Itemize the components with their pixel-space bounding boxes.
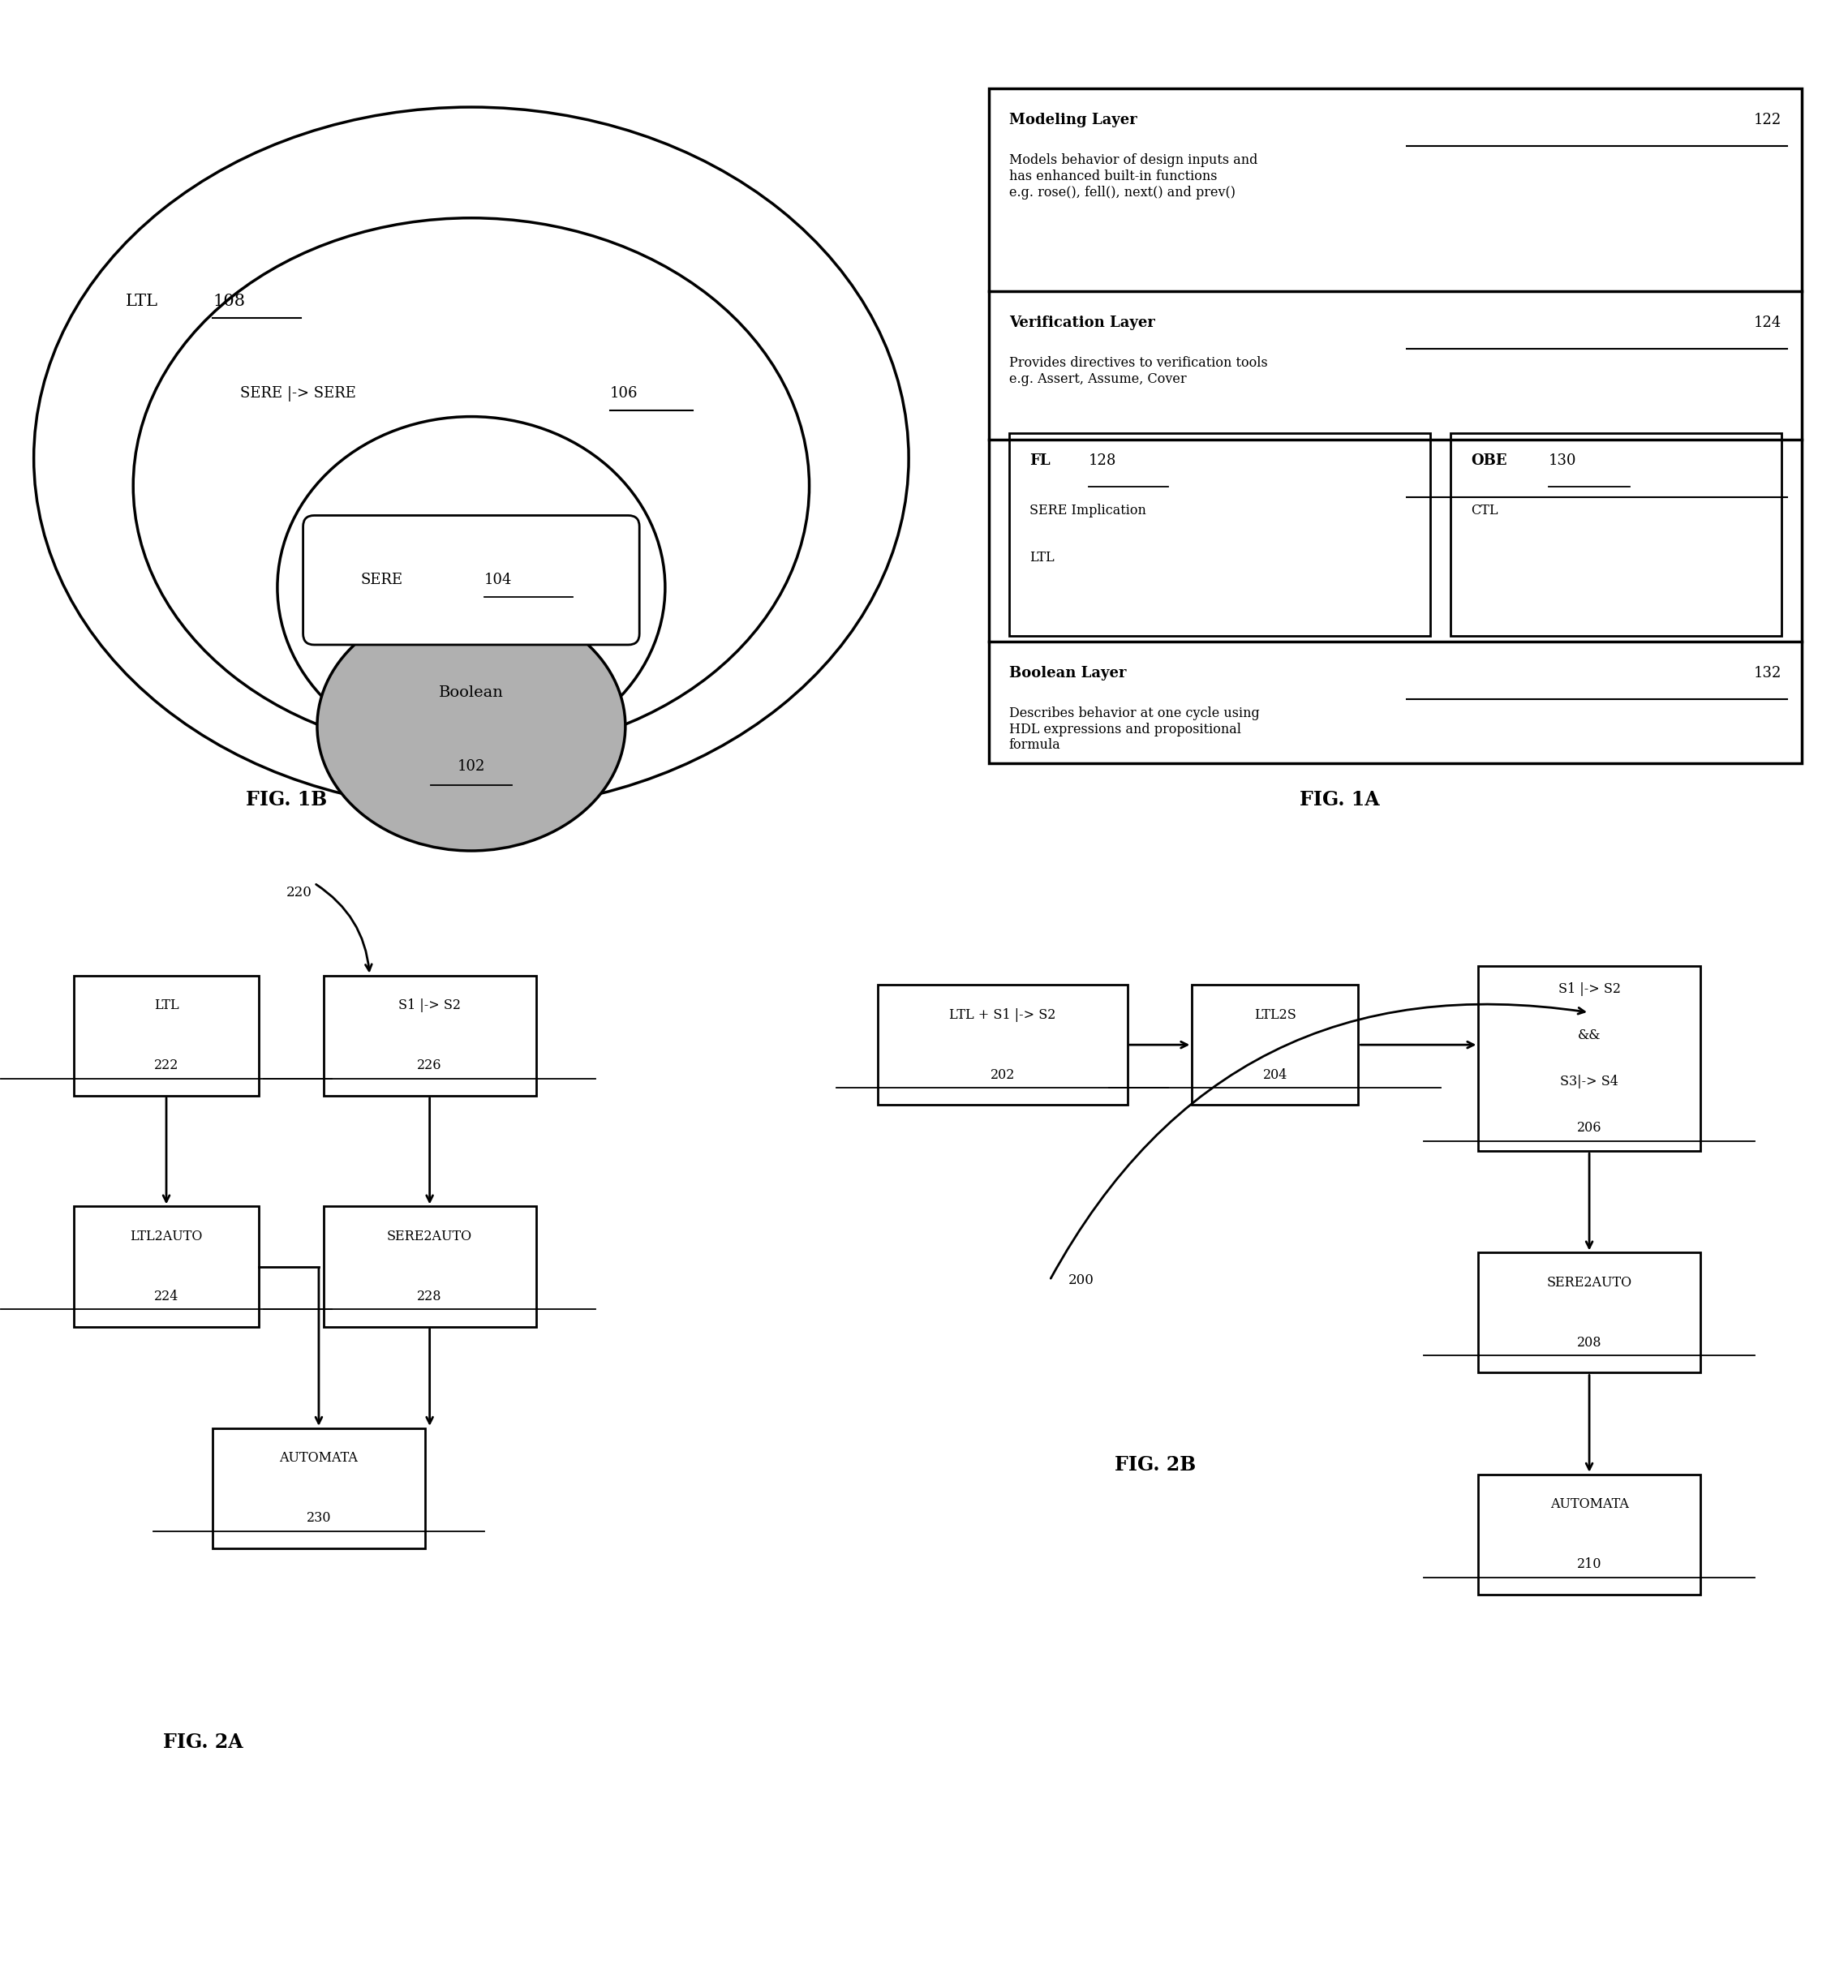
Text: 108: 108 — [213, 294, 246, 308]
Text: 204: 204 — [1262, 1068, 1288, 1081]
Text: SERE Implication: SERE Implication — [1029, 505, 1146, 517]
Text: 102: 102 — [456, 759, 486, 773]
Text: 206: 206 — [1576, 1121, 1602, 1135]
Bar — [213, 1427, 425, 1549]
Text: AUTOMATA: AUTOMATA — [1550, 1497, 1628, 1511]
Text: AUTOMATA: AUTOMATA — [279, 1451, 359, 1465]
Text: 222: 222 — [153, 1060, 179, 1072]
Bar — [989, 89, 1802, 763]
Text: 130: 130 — [1549, 453, 1576, 467]
Text: Provides directives to verification tools
e.g. Assert, Assume, Cover: Provides directives to verification tool… — [1009, 356, 1268, 386]
Text: Temporal Layer: Temporal Layer — [1009, 463, 1137, 479]
Text: 208: 208 — [1576, 1336, 1602, 1350]
Text: S3|-> S4: S3|-> S4 — [1560, 1076, 1619, 1089]
Text: LTL + S1 |-> S2: LTL + S1 |-> S2 — [950, 1008, 1055, 1022]
Text: 106: 106 — [610, 386, 638, 402]
Text: 126: 126 — [1754, 463, 1781, 479]
Bar — [1478, 966, 1700, 1151]
Text: 104: 104 — [484, 573, 512, 586]
Text: 132: 132 — [1754, 666, 1781, 680]
Text: 202: 202 — [991, 1068, 1015, 1081]
Text: 220: 220 — [286, 885, 312, 899]
Text: FIG. 1B: FIG. 1B — [246, 791, 327, 809]
Text: 210: 210 — [1576, 1557, 1602, 1571]
Text: Describes behavior over multiple
cycles: Describes behavior over multiple cycles — [1009, 505, 1229, 535]
Text: FL: FL — [1029, 453, 1050, 467]
Text: OBE: OBE — [1471, 453, 1506, 467]
Text: SERE2AUTO: SERE2AUTO — [386, 1231, 473, 1242]
FancyBboxPatch shape — [303, 515, 639, 644]
Text: 200: 200 — [1068, 1274, 1094, 1288]
Text: SERE: SERE — [360, 573, 403, 586]
Text: &&: && — [1578, 1028, 1600, 1042]
Text: Models behavior of design inputs and
has enhanced built-in functions
e.g. rose(): Models behavior of design inputs and has… — [1009, 153, 1257, 199]
Text: LTL2AUTO: LTL2AUTO — [129, 1231, 203, 1242]
Bar — [878, 984, 1127, 1105]
Ellipse shape — [318, 600, 625, 851]
Text: SERE |-> SERE: SERE |-> SERE — [240, 386, 357, 402]
Bar — [1192, 984, 1358, 1105]
Text: 230: 230 — [307, 1511, 331, 1525]
Text: Verification Layer: Verification Layer — [1009, 316, 1155, 330]
Bar — [74, 976, 259, 1095]
Bar — [1478, 1252, 1700, 1374]
Text: LTL: LTL — [1029, 551, 1053, 565]
Text: 122: 122 — [1754, 113, 1781, 127]
Text: S1 |-> S2: S1 |-> S2 — [399, 998, 460, 1012]
Text: Describes behavior at one cycle using
HDL expressions and propositional
formula: Describes behavior at one cycle using HD… — [1009, 706, 1260, 751]
Bar — [1478, 1475, 1700, 1594]
Bar — [74, 1207, 259, 1326]
Text: 124: 124 — [1754, 316, 1781, 330]
Text: S1 |-> S2: S1 |-> S2 — [1558, 982, 1621, 996]
Text: FIG. 2A: FIG. 2A — [163, 1734, 244, 1751]
Text: Boolean: Boolean — [438, 686, 505, 700]
Text: 224: 224 — [153, 1290, 179, 1304]
Text: 226: 226 — [418, 1060, 442, 1072]
Text: LTL: LTL — [126, 294, 159, 308]
Text: Modeling Layer: Modeling Layer — [1009, 113, 1137, 127]
Text: FIG. 1A: FIG. 1A — [1299, 791, 1380, 809]
Text: 228: 228 — [418, 1290, 442, 1304]
Text: LTL2S: LTL2S — [1255, 1008, 1295, 1022]
Text: SERE2AUTO: SERE2AUTO — [1547, 1276, 1632, 1290]
Text: 128: 128 — [1088, 453, 1116, 467]
Bar — [323, 1207, 536, 1326]
Bar — [1009, 433, 1430, 636]
Text: FIG. 2B: FIG. 2B — [1114, 1455, 1196, 1475]
Text: Boolean Layer: Boolean Layer — [1009, 666, 1125, 680]
Bar — [1451, 433, 1781, 636]
Text: LTL: LTL — [153, 998, 179, 1012]
Bar — [323, 976, 536, 1095]
Text: CTL: CTL — [1471, 505, 1499, 517]
